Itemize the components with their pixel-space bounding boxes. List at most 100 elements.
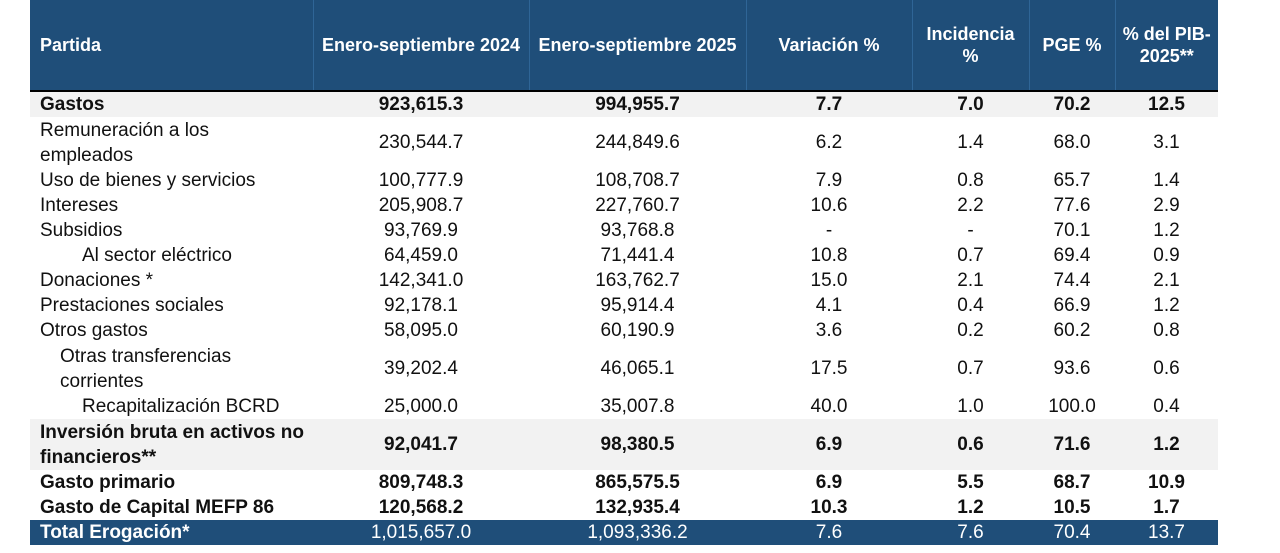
cell-2024: 120,568.2 xyxy=(378,497,464,518)
row-label: Otras transferencias corrientes xyxy=(60,345,232,392)
table-row: Gastos 923,615.3 994,955.7 7.7 7.0 70.2 … xyxy=(30,91,1218,117)
table-row: Subsidios 93,769.9 93,768.8 - - 70.1 1.2 xyxy=(30,218,1218,243)
row-label: Uso de bienes y servicios xyxy=(40,170,256,191)
cell-incidencia: 1.4 xyxy=(957,132,984,153)
cell-variacion: 10.6 xyxy=(810,195,848,216)
cell-variacion: 6.9 xyxy=(746,419,912,470)
cell-pge: 71.6 xyxy=(1029,419,1115,470)
header-pge: PGE % xyxy=(1029,0,1116,91)
expenditure-table-container: Partida Enero-septiembre 2024 Enero-sept… xyxy=(30,0,1218,545)
cell-pib: 13.7 xyxy=(1115,520,1218,545)
cell-pib: 1.7 xyxy=(1153,497,1180,518)
header-partida: Partida xyxy=(30,0,314,91)
cell-2024: 64,459.0 xyxy=(384,245,458,266)
cell-2025: 227,760.7 xyxy=(595,195,680,216)
cell-pib: 2.9 xyxy=(1153,195,1180,216)
cell-incidencia: 7.0 xyxy=(912,91,1029,117)
cell-2024: 39,202.4 xyxy=(384,358,458,379)
row-label: Al sector eléctrico xyxy=(82,245,232,266)
cell-2025: 95,914.4 xyxy=(600,295,675,316)
table-row: Intereses 205,908.7 227,760.7 10.6 2.2 7… xyxy=(30,193,1218,218)
row-label: Inversión bruta en activos no financiero… xyxy=(30,419,313,470)
cell-pib: 1.4 xyxy=(1153,170,1180,191)
cell-2025: 46,065.1 xyxy=(600,358,675,379)
cell-pib: 0.8 xyxy=(1153,320,1180,341)
cell-pge: 93.6 xyxy=(1053,358,1091,379)
cell-2025: 35,007.8 xyxy=(600,396,675,417)
cell-pge: 60.2 xyxy=(1053,320,1091,341)
cell-incidencia: 2.1 xyxy=(957,270,984,291)
cell-2025: 93,768.8 xyxy=(600,220,675,241)
cell-2024: 923,615.3 xyxy=(313,91,529,117)
row-label: Donaciones * xyxy=(40,270,154,291)
cell-incidencia: 5.5 xyxy=(957,472,984,493)
cell-incidencia: 0.7 xyxy=(957,245,984,266)
row-label: Recapitalización BCRD xyxy=(82,396,280,417)
cell-variacion: 10.3 xyxy=(810,497,848,518)
cell-2024: 58,095.0 xyxy=(384,320,458,341)
cell-pge: 70.4 xyxy=(1029,520,1115,545)
cell-2024: 809,748.3 xyxy=(378,472,464,493)
table-row: Otros gastos 58,095.0 60,190.9 3.6 0.2 6… xyxy=(30,318,1218,343)
cell-incidencia: 2.2 xyxy=(957,195,984,216)
cell-pib: 0.6 xyxy=(1153,358,1180,379)
expenditure-table: Partida Enero-septiembre 2024 Enero-sept… xyxy=(30,0,1218,545)
cell-incidencia: 1.0 xyxy=(957,396,984,417)
row-label: Prestaciones sociales xyxy=(40,295,224,316)
cell-pib: 0.9 xyxy=(1153,245,1180,266)
cell-2024: 100,777.9 xyxy=(378,170,464,191)
cell-variacion: 17.5 xyxy=(810,358,848,379)
header-incidencia: Incidencia % xyxy=(912,0,1030,91)
row-label: Total Erogación* xyxy=(30,520,313,545)
cell-2025: 98,380.5 xyxy=(529,419,746,470)
cell-pge: 74.4 xyxy=(1053,270,1091,291)
cell-2025: 132,935.4 xyxy=(595,497,680,518)
cell-pge: 77.6 xyxy=(1053,195,1091,216)
cell-incidencia: 0.7 xyxy=(957,358,984,379)
header-enero-septiembre-2025: Enero-septiembre 2025 xyxy=(529,0,747,91)
cell-pge: 100.0 xyxy=(1048,396,1096,417)
table-row: Uso de bienes y servicios 100,777.9 108,… xyxy=(30,168,1218,193)
cell-pib: 2.1 xyxy=(1153,270,1180,291)
cell-pge: 68.0 xyxy=(1053,132,1091,153)
header-pib: % del PIB-2025** xyxy=(1115,0,1218,91)
table-row: Gasto primario 809,748.3 865,575.5 6.9 5… xyxy=(30,470,1218,495)
row-label: Gastos xyxy=(30,91,313,117)
table-row: Gasto de Capital MEFP 86 120,568.2 132,9… xyxy=(30,495,1218,520)
cell-2024: 92,178.1 xyxy=(384,295,458,316)
cell-pge: 68.7 xyxy=(1053,472,1091,493)
cell-variacion: 10.8 xyxy=(810,245,848,266)
cell-2024: 230,544.7 xyxy=(378,132,464,153)
cell-2025: 1,093,336.2 xyxy=(529,520,746,545)
cell-variacion: 6.2 xyxy=(815,132,843,153)
row-label: Gasto primario xyxy=(40,472,176,493)
cell-incidencia: - xyxy=(967,220,974,241)
cell-2025: 163,762.7 xyxy=(595,270,680,291)
cell-variacion: 6.9 xyxy=(815,472,843,493)
cell-2024: 25,000.0 xyxy=(384,396,458,417)
cell-incidencia: 0.2 xyxy=(957,320,984,341)
row-label: Remuneración a los empleados xyxy=(40,119,209,166)
cell-2025: 994,955.7 xyxy=(529,91,746,117)
cell-variacion: 40.0 xyxy=(810,396,848,417)
cell-2025: 108,708.7 xyxy=(595,170,680,191)
header-enero-septiembre-2024: Enero-septiembre 2024 xyxy=(313,0,530,91)
cell-variacion: 3.6 xyxy=(815,320,843,341)
cell-2025: 244,849.6 xyxy=(595,132,680,153)
cell-pge: 10.5 xyxy=(1053,497,1091,518)
cell-pib: 3.1 xyxy=(1153,132,1180,153)
table-total-row: Total Erogación* 1,015,657.0 1,093,336.2… xyxy=(30,520,1218,545)
cell-2025: 71,441.4 xyxy=(600,245,675,266)
table-row: Remuneración a los empleados 230,544.7 2… xyxy=(30,117,1218,168)
cell-2024: 92,041.7 xyxy=(313,419,529,470)
cell-2024: 93,769.9 xyxy=(384,220,458,241)
cell-incidencia: 0.8 xyxy=(957,170,984,191)
cell-pge: 70.2 xyxy=(1029,91,1115,117)
cell-incidencia: 0.6 xyxy=(912,419,1029,470)
cell-pib: 12.5 xyxy=(1115,91,1218,117)
cell-2024: 142,341.0 xyxy=(378,270,464,291)
cell-2025: 865,575.5 xyxy=(595,472,680,493)
row-label: Gasto de Capital MEFP 86 xyxy=(40,497,275,518)
cell-pge: 70.1 xyxy=(1053,220,1091,241)
table-row: Al sector eléctrico 64,459.0 71,441.4 10… xyxy=(30,243,1218,268)
